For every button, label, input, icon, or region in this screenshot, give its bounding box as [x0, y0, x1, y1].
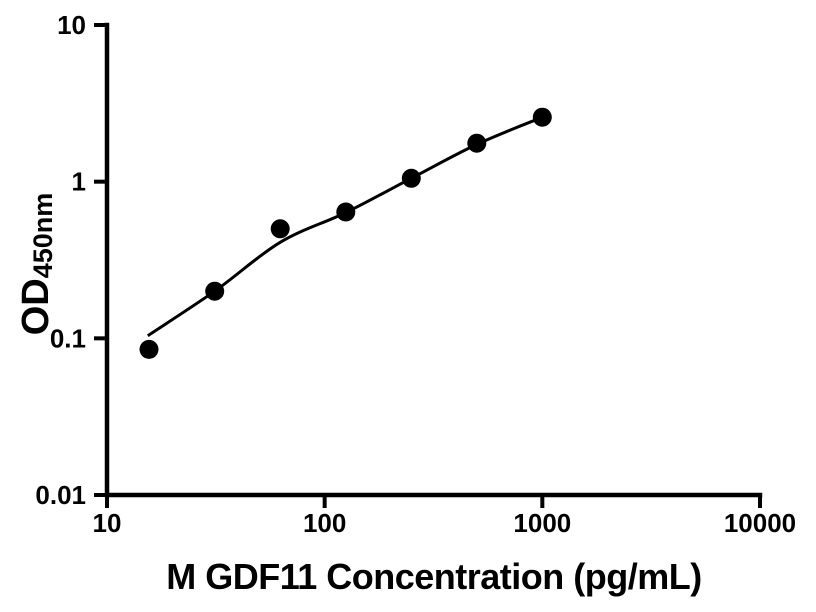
fit-curve — [146, 115, 543, 337]
y-axis-title-subscript: 450nm — [28, 192, 58, 279]
y-axis-title: OD450nm — [13, 153, 59, 375]
data-point — [270, 219, 290, 239]
axis-spine — [104, 22, 763, 498]
y-tick-label: 10 — [57, 10, 86, 40]
y-tick-label: 0.1 — [50, 323, 86, 353]
x-tick-label: 1000 — [513, 508, 571, 538]
y-axis-title-main: OD — [15, 278, 57, 336]
x-tick-label: 10 — [93, 508, 122, 538]
x-tick-label: 10000 — [724, 508, 796, 538]
y-tick-label: 1 — [72, 167, 86, 197]
y-tick-label: 0.01 — [35, 480, 86, 510]
x-tick-label: 100 — [303, 508, 346, 538]
data-point — [139, 339, 159, 359]
x-axis-title: M GDF11 Concentration (pg/mL) — [166, 556, 702, 597]
